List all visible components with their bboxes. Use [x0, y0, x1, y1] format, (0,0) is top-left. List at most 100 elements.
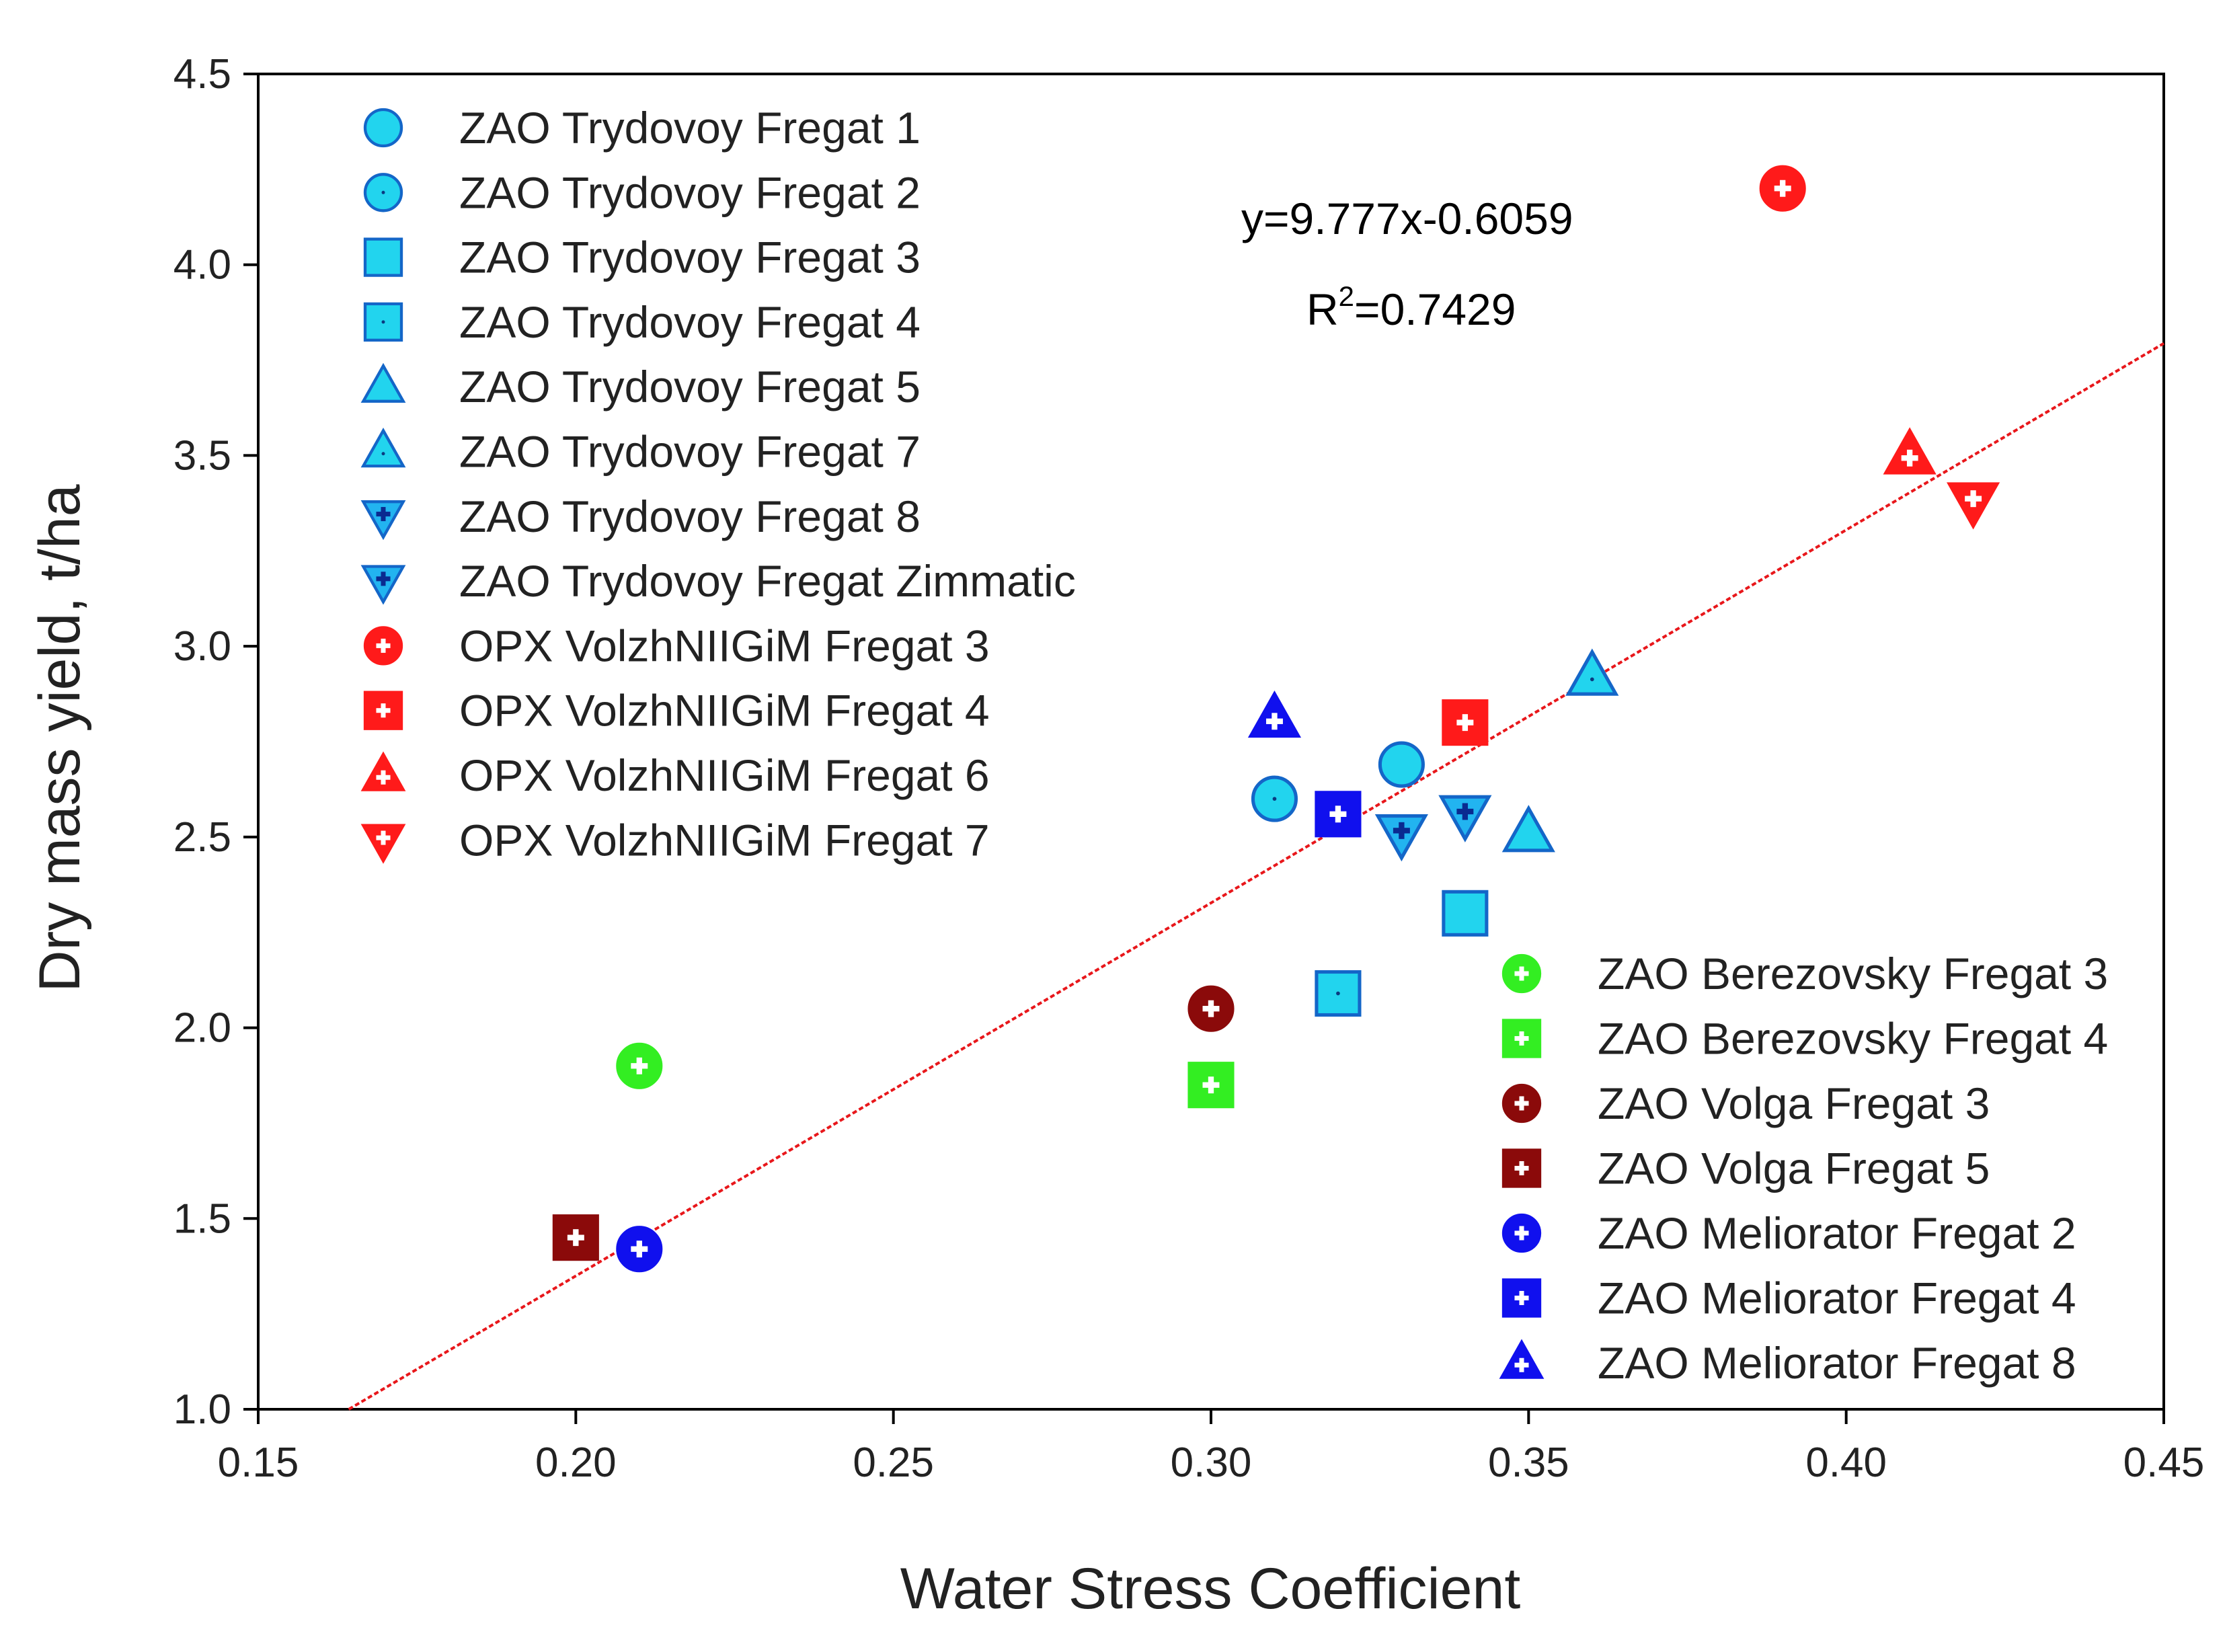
legend-item-opx-volzhniigim-fregat-6: OPX VolzhNIIGiM Fregat 6	[360, 750, 990, 800]
legend-label: OPX VolzhNIIGiM Fregat 4	[459, 686, 990, 736]
legend-marker	[360, 751, 406, 791]
y-tick-label: 3.0	[173, 623, 231, 670]
point-zao-trydovoy-fregat-7	[1565, 648, 1619, 696]
marker-square	[1442, 890, 1489, 937]
x-axis-title: Water Stress Coefficient	[900, 1557, 1521, 1621]
legend-marker	[1501, 1019, 1542, 1058]
point-zao-trydovoy-fregat-zimmatic	[1438, 795, 1492, 842]
legend-item-zao-trydovoy-fregat-7: ZAO Trydovoy Fregat 7	[360, 427, 921, 477]
y-axis-title: Dry mass yield, t/ha	[28, 484, 92, 992]
equation-label: y=9.777x-0.6059	[1241, 194, 1573, 243]
marker-triangle-up	[1565, 648, 1619, 696]
marker-triangle-up	[1501, 805, 1555, 853]
legend-label: OPX VolzhNIIGiM Fregat 3	[459, 621, 990, 670]
legend-top-left: ZAO Trydovoy Fregat 1 ZAO Trydovoy Fregat…	[360, 103, 1076, 865]
legend-item-zao-trydovoy-fregat-1: ZAO Trydovoy Fregat 1	[363, 103, 921, 153]
legend-label: OPX VolzhNIIGiM Fregat 7	[459, 815, 990, 865]
legend-marker	[363, 108, 403, 148]
point-zao-trydovoy-fregat-1	[1378, 741, 1425, 788]
marker-cross-horizontal	[1965, 496, 1982, 502]
marker-center-dot	[381, 320, 385, 324]
legend-item-zao-trydovoy-fregat-2: ZAO Trydovoy Fregat 2	[363, 167, 921, 217]
marker-cross-horizontal	[1202, 1006, 1220, 1012]
point-zao-volga-fregat-3	[1187, 985, 1235, 1032]
legend-item-zao-meliorator-fregat-2: ZAO Meliorator Fregat 2	[1501, 1208, 2076, 1258]
legend-label: ZAO Trydovoy Fregat 3	[459, 233, 921, 282]
legend-label: ZAO Trydovoy Fregat 5	[459, 362, 921, 411]
marker-cross-horizontal	[376, 512, 391, 517]
point-zao-berezovsky-fregat-3	[616, 1042, 663, 1089]
point-opx-volzhniigim-fregat-3	[1759, 165, 1806, 212]
marker-center-dot	[1590, 677, 1594, 682]
marker-center-dot	[381, 452, 385, 456]
r-squared-prefix: R	[1306, 284, 1339, 334]
y-tick-label: 3.5	[173, 432, 231, 479]
marker-cross-horizontal	[1901, 455, 1918, 461]
x-tick-label: 0.35	[1488, 1440, 1569, 1486]
x-tick-label: 0.15	[218, 1440, 299, 1486]
legend-label: ZAO Berezovsky Fregat 4	[1598, 1014, 2108, 1064]
legend-marker	[1501, 953, 1542, 994]
marker-triangle-up	[360, 428, 406, 468]
marker-square	[363, 237, 403, 277]
legend-label: ZAO Berezovsky Fregat 3	[1598, 949, 2108, 998]
point-zao-berezovsky-fregat-4	[1187, 1062, 1235, 1109]
marker-cross-horizontal	[376, 835, 391, 840]
y-tick-label: 2.0	[173, 1005, 231, 1052]
marker-cross-horizontal	[376, 708, 391, 713]
legend-item-zao-volga-fregat-5: ZAO Volga Fregat 5	[1501, 1144, 1990, 1193]
marker-cross-horizontal	[1456, 808, 1474, 815]
point-zao-trydovoy-fregat-3	[1442, 890, 1489, 937]
legend-label: ZAO Trydovoy Fregat 2	[459, 167, 921, 217]
marker-cross-horizontal	[567, 1234, 584, 1241]
legend-marker	[360, 428, 406, 468]
marker-triangle-up	[360, 362, 406, 403]
y-tick-label: 1.0	[173, 1386, 231, 1433]
point-zao-meliorator-fregat-2	[616, 1226, 663, 1273]
legend-item-zao-berezovsky-fregat-3: ZAO Berezovsky Fregat 3	[1501, 949, 2108, 998]
marker-cross-horizontal	[631, 1063, 648, 1069]
legend-item-opx-volzhniigim-fregat-3: OPX VolzhNIIGiM Fregat 3	[363, 621, 990, 670]
legend-marker	[360, 565, 406, 605]
legend-label: OPX VolzhNIIGiM Fregat 6	[459, 750, 990, 800]
legend-label: ZAO Trydovoy Fregat 1	[459, 103, 921, 153]
y-tick-label: 4.0	[173, 242, 231, 288]
r-squared-value: =0.7429	[1354, 284, 1516, 334]
legend-label: ZAO Trydovoy Fregat Zimmatic	[459, 556, 1076, 606]
legend-marker	[363, 302, 403, 342]
marker-cross-horizontal	[1514, 1230, 1529, 1236]
marker-cross-horizontal	[1514, 1165, 1529, 1171]
legend-label: ZAO Trydovoy Fregat 7	[459, 427, 921, 477]
legend-item-zao-trydovoy-fregat-3: ZAO Trydovoy Fregat 3	[363, 233, 921, 282]
x-axis-ticks: 0.15 0.20 0.25 0.30 0.35 0.40 0.45	[218, 1409, 2205, 1486]
legend-bottom-right: ZAO Berezovsky Fregat 3 ZAO Berezovsky Fr…	[1499, 949, 2108, 1388]
legend-marker	[1501, 1213, 1542, 1253]
y-tick-label: 2.5	[173, 814, 231, 861]
x-tick-label: 0.40	[1805, 1440, 1887, 1486]
marker-center-dot	[1272, 797, 1277, 801]
legend-marker	[360, 500, 406, 541]
legend-item-zao-meliorator-fregat-4: ZAO Meliorator Fregat 4	[1501, 1273, 2076, 1323]
point-zao-trydovoy-fregat-4	[1315, 970, 1362, 1017]
legend-label: ZAO Trydovoy Fregat 4	[459, 297, 921, 347]
point-zao-volga-fregat-5	[552, 1214, 599, 1261]
legend-item-zao-trydovoy-fregat-4: ZAO Trydovoy Fregat 4	[363, 297, 921, 347]
legend-label: ZAO Trydovoy Fregat 8	[459, 491, 921, 541]
point-opx-volzhniigim-fregat-7	[1947, 482, 2000, 530]
marker-cross-horizontal	[1265, 718, 1283, 724]
marker-center-dot	[381, 190, 385, 194]
y-tick-label: 1.5	[173, 1195, 231, 1242]
marker-cross-horizontal	[376, 576, 391, 582]
marker-square	[552, 1214, 599, 1261]
legend-marker	[363, 626, 403, 666]
legend-item-zao-trydovoy-fregat-zimmatic: ZAO Trydovoy Fregat Zimmatic	[360, 556, 1076, 606]
y-axis-ticks: 1.0 1.5 2.0 2.5 3.0 3.5 4.0 4.5	[173, 51, 258, 1433]
y-tick-label: 4.5	[173, 51, 231, 97]
r-squared-label: R2=0.7429	[1306, 280, 1516, 334]
point-zao-trydovoy-fregat-2	[1251, 775, 1298, 822]
point-zao-meliorator-fregat-4	[1315, 791, 1362, 838]
x-tick-label: 0.45	[2123, 1440, 2205, 1486]
marker-cross-horizontal	[1774, 186, 1791, 192]
legend-label: ZAO Volga Fregat 3	[1598, 1078, 1990, 1128]
